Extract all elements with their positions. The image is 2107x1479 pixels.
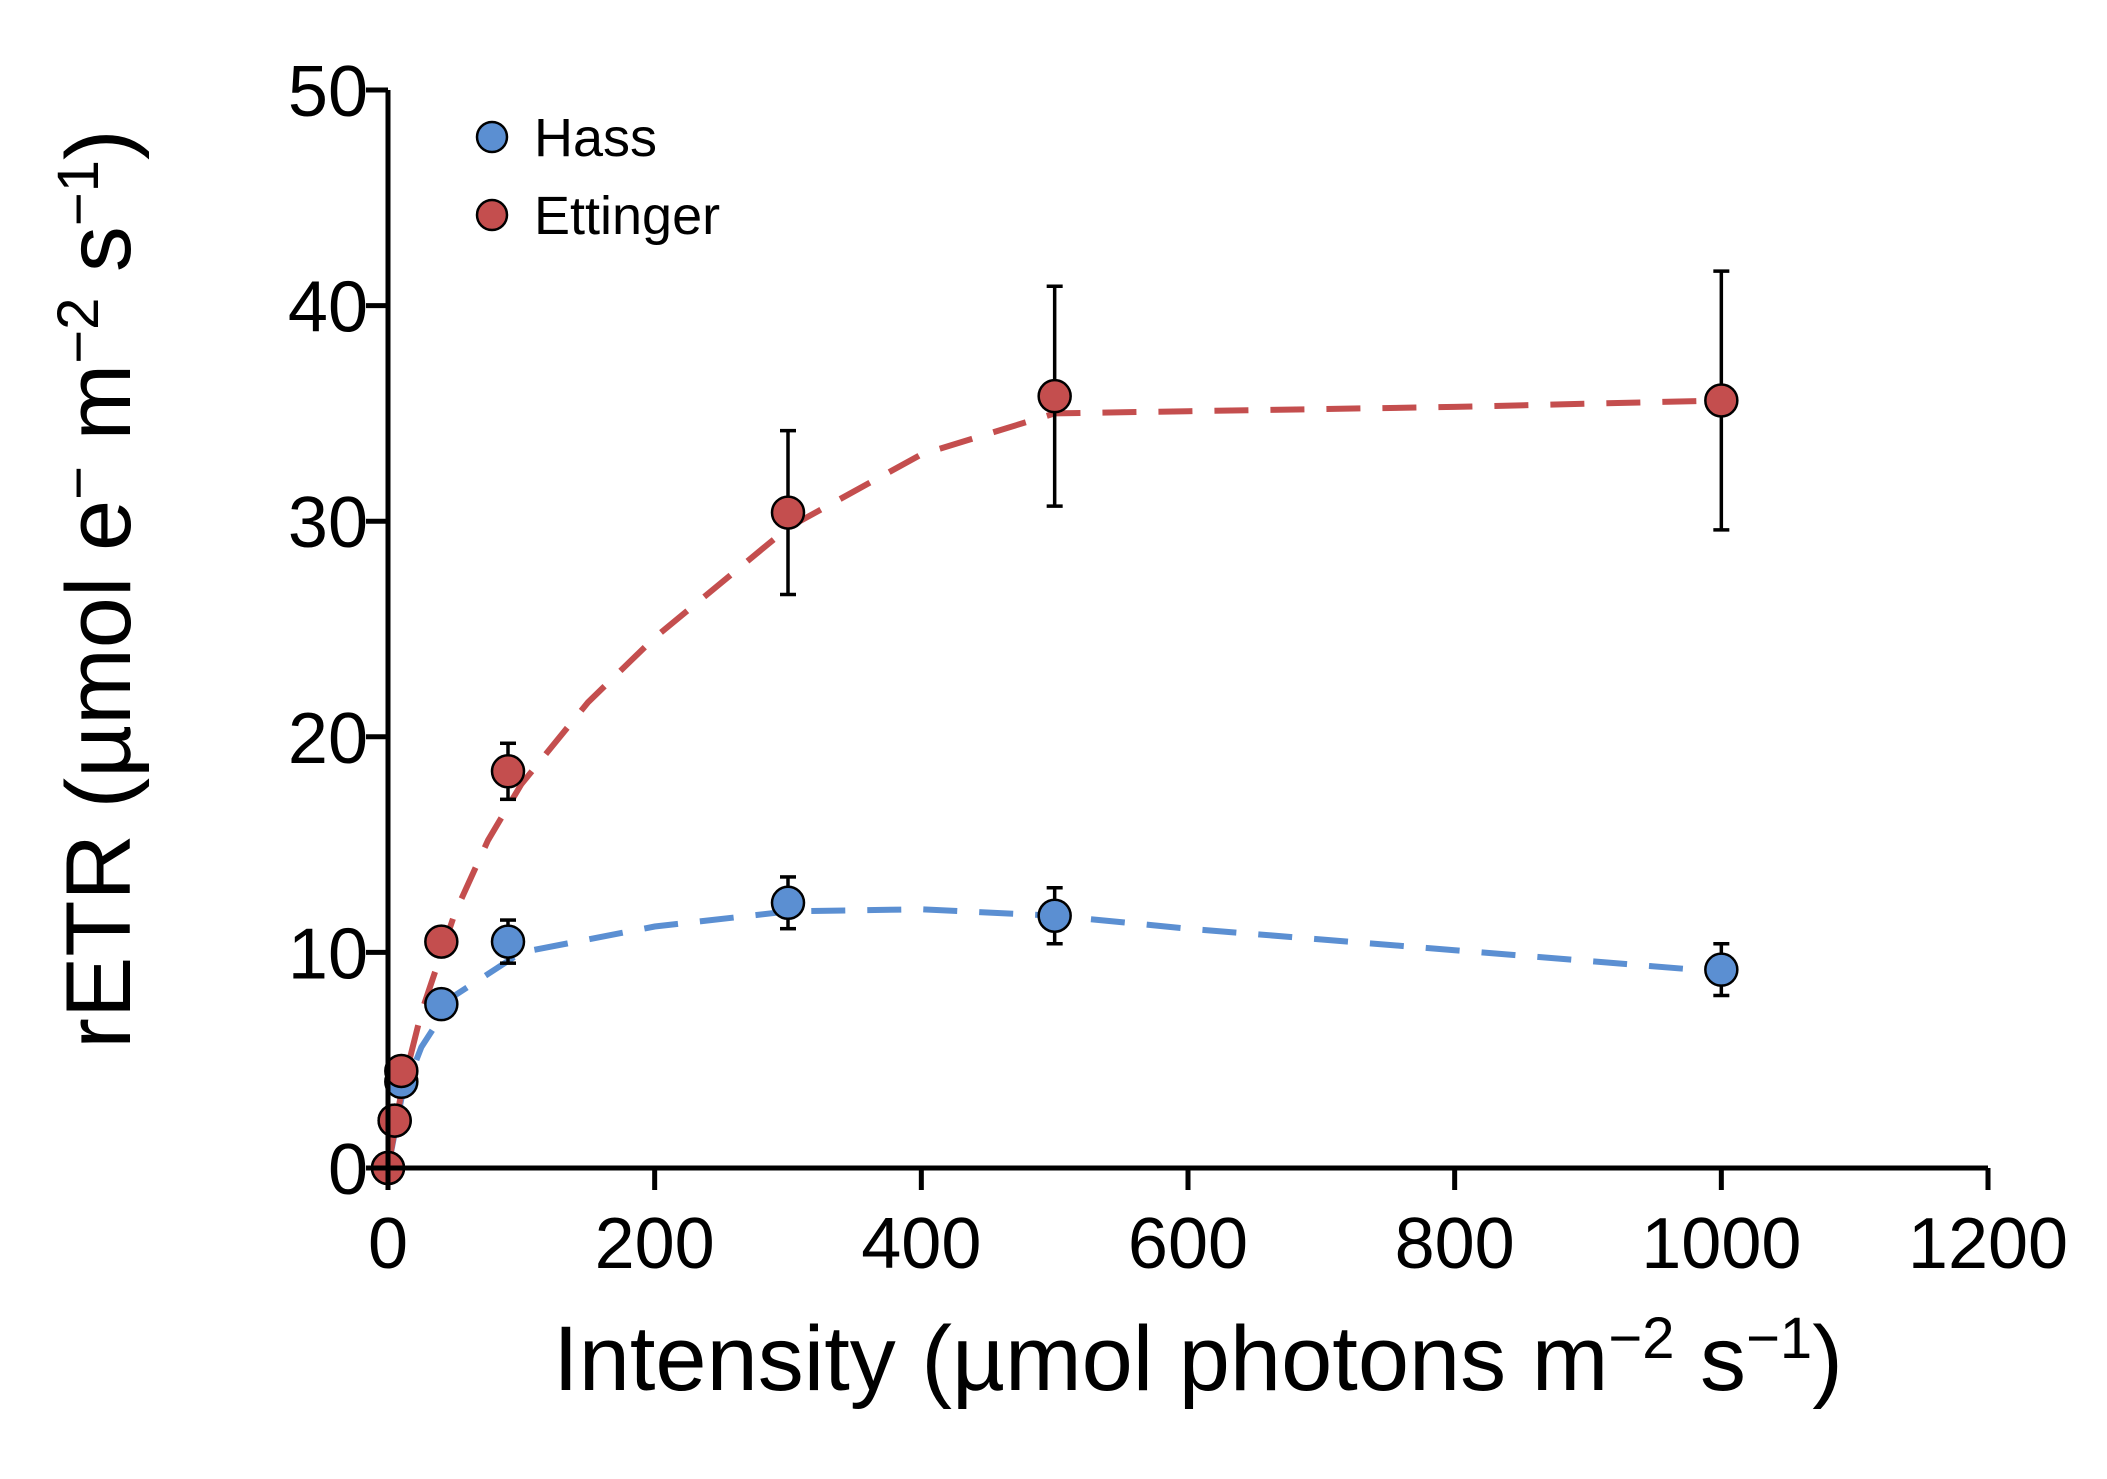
- point-ettinger: [1037, 378, 1072, 414]
- y-tick-label: 40: [288, 268, 368, 348]
- point-ettinger: [424, 924, 459, 959]
- error-bars: [433, 269, 1730, 1013]
- x-tick-label: 400: [861, 1204, 981, 1284]
- legend: Hass Ettinger: [475, 108, 720, 246]
- y-tick-label: 50: [288, 52, 368, 132]
- point-ettinger: [490, 754, 526, 789]
- point-ettinger: [1704, 383, 1739, 418]
- x-tick-label: 1200: [1908, 1204, 2068, 1284]
- fit-line-hass: [385, 906, 1722, 1169]
- x-tick-label: 1000: [1641, 1204, 1801, 1284]
- y-tick-label: 10: [288, 914, 368, 994]
- legend-label-ettinger: Ettinger: [534, 186, 720, 246]
- point-hass: [1704, 952, 1739, 987]
- y-tick-label: 30: [288, 483, 368, 563]
- x-tick-label: 800: [1395, 1204, 1515, 1284]
- y-tick-label: 20: [288, 699, 368, 779]
- x-axis-title: Intensity (µmol photons m−2 s−1): [553, 1306, 1843, 1411]
- fit-line-ettinger: [385, 397, 1722, 1169]
- point-ettinger: [377, 1103, 412, 1138]
- y-axis-title: rETR (µmol e− m−2 s−1): [46, 129, 151, 1048]
- legend-marker-hass: [475, 120, 509, 154]
- fit-lines: [385, 397, 1722, 1169]
- point-hass: [490, 924, 526, 959]
- x-tick-label: 200: [595, 1204, 715, 1284]
- axes: 0 200 400 600 800 1000 1200 0 10 20 30 40 50: [288, 52, 2068, 1284]
- point-ettinger: [384, 1053, 419, 1089]
- legend-marker-ettinger: [475, 198, 509, 232]
- point-hass: [770, 885, 806, 921]
- x-tick-label: 600: [1128, 1204, 1248, 1284]
- point-ettinger: [770, 495, 806, 530]
- y-tick-label: 0: [328, 1130, 368, 1210]
- point-hass: [1037, 898, 1072, 933]
- point-hass: [424, 986, 459, 1022]
- legend-label-hass: Hass: [534, 108, 657, 168]
- x-tick-label: 0: [368, 1204, 408, 1284]
